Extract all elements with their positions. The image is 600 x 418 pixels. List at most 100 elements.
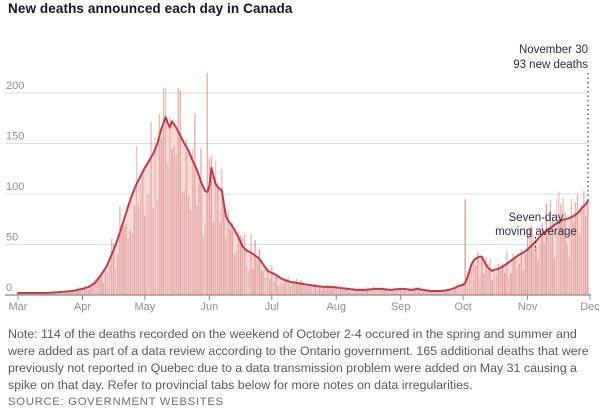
daily-bar xyxy=(454,288,456,295)
daily-bar xyxy=(279,283,281,295)
daily-bar xyxy=(117,254,119,295)
daily-bar xyxy=(468,269,471,295)
daily-bar xyxy=(572,220,575,295)
daily-bar xyxy=(283,283,285,295)
daily-bar xyxy=(250,233,252,295)
daily-bar xyxy=(300,279,302,295)
daily-bar xyxy=(125,223,127,295)
daily-bar xyxy=(429,291,431,295)
x-tick-label: Nov xyxy=(518,301,538,313)
y-tick-label: 200 xyxy=(6,80,24,92)
daily-bar xyxy=(289,285,292,295)
daily-bar xyxy=(229,229,231,295)
daily-bar xyxy=(79,287,82,295)
daily-bar xyxy=(335,287,337,295)
daily-bar xyxy=(142,169,144,295)
daily-bar xyxy=(489,258,491,295)
daily-bar xyxy=(524,253,527,295)
daily-bar xyxy=(504,272,506,295)
daily-bar xyxy=(404,290,406,295)
daily-bar xyxy=(416,287,419,295)
daily-bar xyxy=(179,90,181,295)
daily-bar xyxy=(310,284,312,295)
daily-bar xyxy=(231,222,233,295)
daily-bar xyxy=(235,250,238,295)
daily-bar xyxy=(110,238,113,295)
daily-bar xyxy=(345,287,348,295)
daily-bar xyxy=(551,217,554,295)
daily-bar xyxy=(562,198,564,295)
daily-bar xyxy=(252,269,254,295)
daily-bar xyxy=(17,293,19,295)
daily-bar xyxy=(225,237,227,295)
daily-bar xyxy=(558,191,560,295)
daily-bar xyxy=(237,231,240,295)
daily-bar xyxy=(539,243,541,295)
daily-bar xyxy=(123,226,125,295)
chart-title: New deaths announced each day in Canada xyxy=(8,1,293,16)
daily-bar xyxy=(194,113,196,296)
daily-bar xyxy=(204,223,206,295)
daily-bar xyxy=(146,195,148,295)
daily-bar xyxy=(113,243,115,295)
daily-bar xyxy=(535,247,537,295)
daily-bar xyxy=(285,278,287,295)
daily-bar xyxy=(427,289,429,295)
daily-bar xyxy=(583,191,585,295)
daily-bar xyxy=(341,287,344,295)
daily-bar xyxy=(383,290,385,295)
daily-bar xyxy=(537,260,539,295)
daily-bar xyxy=(304,286,306,295)
daily-bar xyxy=(260,271,263,295)
daily-bar xyxy=(420,291,423,295)
daily-bar xyxy=(318,286,321,295)
daily-bar xyxy=(487,262,489,295)
daily-bar xyxy=(566,244,568,295)
daily-bar xyxy=(135,146,138,295)
annotation-nov30-date: November 30 xyxy=(519,44,588,56)
daily-bar xyxy=(137,205,140,295)
daily-bar xyxy=(431,291,433,295)
daily-bar xyxy=(578,233,581,295)
daily-bar xyxy=(181,192,183,295)
chart-note: Note: 114 of the deaths recorded on the … xyxy=(8,327,589,392)
daily-bar xyxy=(479,276,481,295)
daily-bar xyxy=(227,209,229,295)
daily-bar xyxy=(246,265,248,295)
daily-bar xyxy=(387,291,389,295)
daily-bar xyxy=(585,215,587,295)
x-tick-label: Oct xyxy=(455,301,472,313)
daily-bar xyxy=(162,87,165,296)
daily-bar xyxy=(94,278,96,295)
axis-layer: Mar Apr May Jun Jul Aug Sep Oct Nov Dec xyxy=(5,294,600,313)
daily-bar xyxy=(152,207,154,295)
daily-bar xyxy=(508,278,510,295)
series-layer xyxy=(17,72,589,296)
x-tick-label: Aug xyxy=(326,301,346,313)
daily-bar xyxy=(414,287,416,295)
daily-bar xyxy=(529,226,531,295)
daily-bar xyxy=(389,288,391,295)
daily-bar xyxy=(183,190,186,295)
x-tick-label: Apr xyxy=(74,301,91,313)
daily-bar xyxy=(42,293,44,295)
daily-bar xyxy=(343,288,346,295)
daily-bar xyxy=(104,269,107,295)
avg-line xyxy=(17,116,589,294)
daily-bar xyxy=(323,286,325,295)
daily-bar xyxy=(377,288,379,295)
daily-bar xyxy=(462,280,464,295)
daily-bar xyxy=(102,283,104,295)
daily-bar xyxy=(158,114,161,295)
daily-bar xyxy=(325,284,327,295)
daily-bar xyxy=(385,287,387,295)
daily-bar xyxy=(470,269,473,295)
daily-bar xyxy=(173,146,175,295)
x-tick-label: Dec xyxy=(580,301,600,313)
daily-bar xyxy=(277,285,279,295)
avg-label-line2: moving average xyxy=(495,226,577,238)
x-tick-label: May xyxy=(134,301,155,313)
daily-bar xyxy=(198,182,200,295)
daily-bar xyxy=(92,285,94,295)
daily-bar xyxy=(435,291,437,295)
